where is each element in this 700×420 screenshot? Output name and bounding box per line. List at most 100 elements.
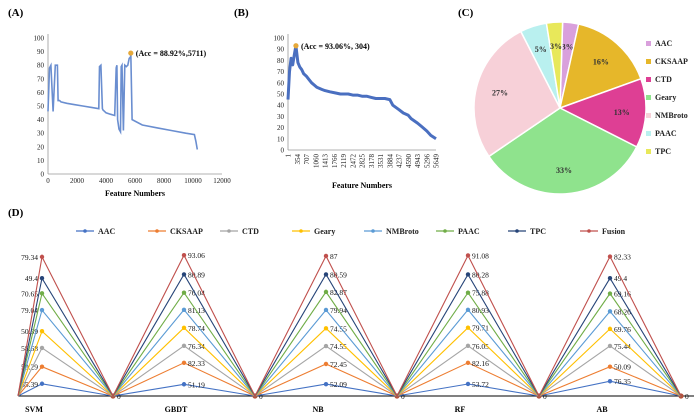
d-point-fusion xyxy=(181,253,187,258)
b-x-tick: 4237 xyxy=(396,154,404,169)
pie-legend-label: TPC xyxy=(655,147,671,156)
d-value-label: 82.33 xyxy=(188,359,205,368)
panel-d-label: (D) xyxy=(8,207,24,219)
b-x-tick: 354 xyxy=(294,154,302,165)
d-value-label: 82.16 xyxy=(472,359,489,368)
a-x-tick: 12000 xyxy=(213,177,231,185)
d-legend-marker xyxy=(299,229,303,233)
d-legend-marker xyxy=(83,229,87,233)
a-annotation: (Acc = 88.92%,5711) xyxy=(136,49,207,58)
b-x-tick: 3178 xyxy=(368,154,376,169)
pie-slice-tpc xyxy=(545,21,564,109)
b-x-tick: 4590 xyxy=(405,154,413,169)
d-value-label: 50.39 xyxy=(21,327,38,336)
pie-legend-swatch xyxy=(646,41,651,46)
d-legend-label: Geary xyxy=(314,227,335,236)
d-value-label: 79.71 xyxy=(472,324,489,333)
d-legend-label: CKSAAP xyxy=(170,227,203,236)
a-y-tick: 40 xyxy=(37,116,45,124)
b-x-tick: 1413 xyxy=(322,154,330,169)
d-point-tpc xyxy=(323,272,329,277)
b-annotation: (Acc = 93.06%, 304) xyxy=(301,42,370,51)
pie-legend-label: PAAC xyxy=(655,129,677,138)
d-value-label: 55.39 xyxy=(21,380,38,389)
b-x-tick: 2472 xyxy=(349,154,357,169)
d-point-tpc xyxy=(465,272,471,277)
d-value-label: 82.87 xyxy=(330,288,347,297)
pie-legend-swatch xyxy=(646,113,651,118)
b-y-tick: 20 xyxy=(277,124,285,132)
pie-legend-swatch xyxy=(646,131,651,136)
d-point-ctd xyxy=(181,343,187,349)
b-y-tick: 90 xyxy=(277,46,285,54)
d-value-label: 74.55 xyxy=(330,324,347,333)
d-value-label: 52.09 xyxy=(330,380,347,389)
pie-value-label: 3% xyxy=(550,42,562,51)
chart-b: 0 10 20 30 40 50 60 70 80 90 100 1 354 707 1060 1413 176… xyxy=(274,34,441,190)
a-y-tick: 30 xyxy=(37,130,45,138)
d-point-nmbroto xyxy=(465,307,471,313)
d-category-label: AB xyxy=(596,405,608,414)
b-y-tick: 60 xyxy=(277,79,285,87)
d-value-label: 80.28 xyxy=(472,270,489,279)
b-x-tick: 4943 xyxy=(414,154,422,169)
b-series-line xyxy=(286,44,437,141)
d-zero-label: 0 xyxy=(259,392,263,401)
pie-legend-label: NMBroto xyxy=(655,111,688,120)
d-value-label: 79.04 xyxy=(21,306,38,315)
d-point-nmbroto xyxy=(39,307,45,313)
b-best-point xyxy=(293,43,299,49)
d-value-label: 74.55 xyxy=(330,342,347,351)
d-point-tpc xyxy=(607,275,613,281)
d-point-aac xyxy=(607,379,613,384)
b-x-tick: 1 xyxy=(285,154,293,158)
d-category-label: NB xyxy=(312,405,324,414)
d-zero-label: 0 xyxy=(117,392,121,401)
d-legend-marker xyxy=(371,229,375,233)
pie-legend-label: CKSAAP xyxy=(655,57,688,66)
a-series-line xyxy=(47,53,199,150)
chart-c: 3%16%13%33%27%5% 3% AACCKSAAPCTDGearyNMBro… xyxy=(473,21,688,195)
b-x-tick: 5296 xyxy=(423,154,431,169)
b-x-tick: 1766 xyxy=(331,154,339,169)
d-value-label: 69.76 xyxy=(614,325,631,334)
d-point-aac xyxy=(465,381,471,387)
d-value-label: 76.35 xyxy=(614,377,631,386)
d-zero-label: 0 xyxy=(401,392,405,401)
d-point-ctd xyxy=(39,345,45,351)
b-x-tick: 2119 xyxy=(340,154,348,168)
d-point-nmbroto xyxy=(607,309,613,314)
d-legend-label: Fusion xyxy=(602,227,626,236)
pie-legend-swatch xyxy=(646,95,651,100)
d-point-cksaap xyxy=(323,361,329,367)
a-y-tick: 50 xyxy=(37,103,45,111)
d-legend-marker xyxy=(227,229,231,233)
a-x-tick: 0 xyxy=(46,177,50,185)
b-x-axis-title: Feature Numbers xyxy=(332,181,392,190)
d-value-label: 50.29 xyxy=(21,363,38,372)
d-zero-label: 0 xyxy=(543,392,547,401)
b-x-tick: 3884 xyxy=(386,154,394,169)
d-value-label: 49.4 xyxy=(25,274,38,283)
pie-slice-ctd xyxy=(558,77,647,148)
d-point-geary xyxy=(607,326,613,332)
d-point-ctd xyxy=(323,343,329,349)
d-category-label: RF xyxy=(455,405,466,414)
b-y-tick: 10 xyxy=(277,135,285,143)
b-y-tick: 70 xyxy=(277,68,285,76)
d-value-label: 75.88 xyxy=(472,289,489,298)
d-legend-label: TPC xyxy=(530,227,546,236)
d-value-label: 87 xyxy=(330,252,338,261)
d-point-aac xyxy=(39,381,45,386)
d-value-label: 76.05 xyxy=(472,342,489,351)
d-value-label: 76.34 xyxy=(188,342,205,351)
d-point-nmbroto xyxy=(181,307,187,313)
d-value-label: 91.08 xyxy=(472,251,489,260)
b-x-tick: 5649 xyxy=(433,154,441,169)
d-value-label: 82.33 xyxy=(614,253,631,262)
d-point-paac xyxy=(39,291,45,296)
d-value-label: 53.72 xyxy=(472,380,489,389)
d-value-label: 50.09 xyxy=(614,363,631,372)
pie-value-label: 27% xyxy=(492,89,508,98)
d-point-geary xyxy=(323,326,329,331)
